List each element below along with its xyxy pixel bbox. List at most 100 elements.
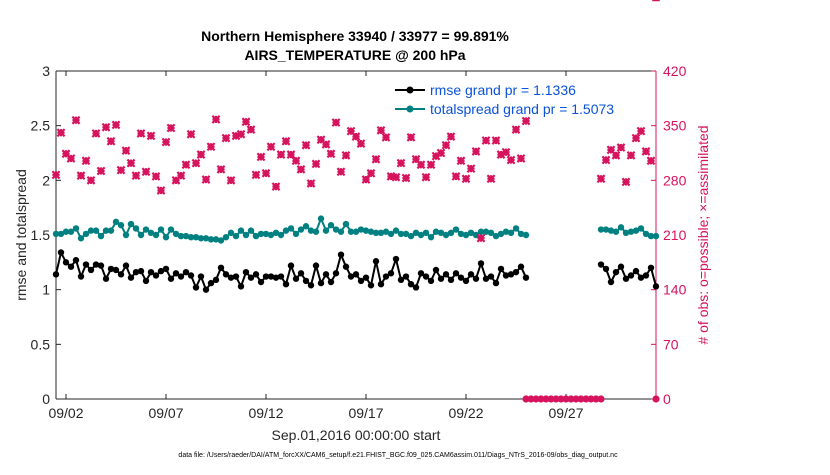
y-right-tick-label: 0 — [663, 391, 671, 407]
rmse-point — [52, 271, 60, 278]
spread-point — [607, 227, 615, 234]
spread-point — [462, 231, 470, 239]
obs-possible-point — [527, 395, 535, 403]
y-left-tick-label: 0.5 — [31, 336, 51, 352]
y-right-tick-label: 350 — [663, 118, 687, 134]
x-tick-label: 09/17 — [348, 405, 383, 421]
rmse-point — [427, 277, 435, 285]
spread-point — [507, 229, 515, 237]
obs-assimilated-point — [456, 156, 466, 166]
rmse-point — [292, 275, 300, 282]
obs-assimilated-point — [446, 132, 456, 141]
x-tick-label: 09/22 — [448, 405, 483, 421]
rmse-point — [122, 262, 130, 269]
spread-point — [362, 227, 370, 234]
spread-point — [297, 226, 305, 233]
spread-point — [252, 232, 260, 240]
obs-assimilated-point — [406, 133, 416, 142]
rmse-point — [147, 268, 155, 276]
obs-assimilated-point — [186, 129, 196, 139]
rmse-point — [412, 284, 420, 291]
obs-assimilated-point — [341, 150, 351, 160]
rmse-point — [272, 274, 280, 281]
obs-possible-point — [587, 395, 595, 403]
spread-point — [62, 228, 70, 235]
spread-point — [647, 232, 655, 240]
spread-point — [312, 228, 320, 235]
obs-possible-point — [552, 395, 560, 403]
chart-title-line-2: AIRS_TEMPERATURE @ 200 hPa — [244, 47, 465, 63]
obs-assimilated-point — [96, 166, 106, 176]
rmse-point — [97, 262, 105, 269]
obs-assimilated-point — [211, 115, 221, 124]
rmse-point — [372, 258, 380, 265]
rmse-point — [517, 263, 525, 270]
obs-assimilated-point — [131, 171, 141, 181]
rmse-point — [217, 264, 225, 271]
spread-point — [622, 229, 630, 237]
spread-point — [467, 229, 475, 237]
spread-point — [302, 223, 310, 230]
obs-assimilated-point — [426, 160, 436, 170]
rmse-point — [132, 268, 140, 276]
spread-point — [167, 226, 175, 233]
spread-point — [92, 227, 100, 234]
obs-assimilated-point — [611, 150, 621, 160]
spread-point — [377, 229, 385, 237]
spread-point — [122, 231, 130, 239]
obs-assimilated-point — [251, 170, 261, 180]
rmse-point — [82, 261, 90, 268]
obs-assimilated-point — [616, 143, 626, 152]
obs-assimilated-point — [606, 145, 616, 155]
obs-assimilated-point — [86, 175, 96, 185]
spread-point — [412, 229, 420, 237]
obs-assimilated-point — [306, 179, 316, 188]
y-right-tick-label: 140 — [663, 282, 687, 298]
rmse-point — [222, 271, 230, 278]
obs-assimilated-point — [56, 128, 66, 138]
spread-point — [132, 225, 140, 232]
rmse-point — [447, 276, 455, 284]
obs-possible-point — [567, 395, 575, 403]
spread-point — [182, 232, 190, 240]
spread-point — [212, 236, 220, 243]
obs-possible-point — [522, 395, 530, 403]
spread-point — [367, 228, 375, 235]
obs-assimilated-point — [291, 156, 301, 166]
rmse-point — [192, 284, 200, 291]
obs-assimilated-point — [326, 149, 336, 159]
spread-point — [202, 235, 210, 242]
obs-assimilated-point — [516, 154, 526, 163]
spread-point — [262, 230, 270, 238]
rmse-point — [92, 261, 100, 268]
spread-point — [292, 230, 300, 238]
obs-assimilated-point — [201, 175, 211, 184]
spread-point — [82, 230, 90, 238]
rmse-point — [647, 264, 655, 271]
obs-assimilated-point — [126, 158, 136, 168]
rmse-point — [512, 268, 520, 276]
spread-point — [267, 231, 275, 239]
rmse-point — [652, 283, 660, 290]
obs-assimilated-point — [441, 140, 451, 150]
obs-assimilated-point — [371, 154, 381, 164]
rmse-point — [632, 267, 640, 275]
obs-assimilated-point — [66, 154, 76, 163]
obs-assimilated-point — [101, 122, 111, 132]
rmse-point — [357, 277, 365, 285]
y-left-tick-label: 3 — [42, 63, 50, 79]
spread-point — [332, 226, 340, 233]
rmse-point — [232, 273, 240, 280]
spread-point — [77, 235, 85, 242]
rmse-point — [57, 249, 65, 256]
spread-point — [642, 230, 650, 238]
rmse-point — [612, 268, 620, 276]
spread-point — [517, 230, 525, 238]
y-axis-label-right: # of obs: o=possible; ×=assimilated — [695, 125, 711, 344]
rmse-point — [362, 274, 370, 281]
spread-point — [72, 225, 80, 232]
obs-assimilated-point — [351, 132, 361, 141]
obs-assimilated-point — [271, 182, 281, 191]
y-left-tick-label: 2 — [42, 172, 50, 188]
